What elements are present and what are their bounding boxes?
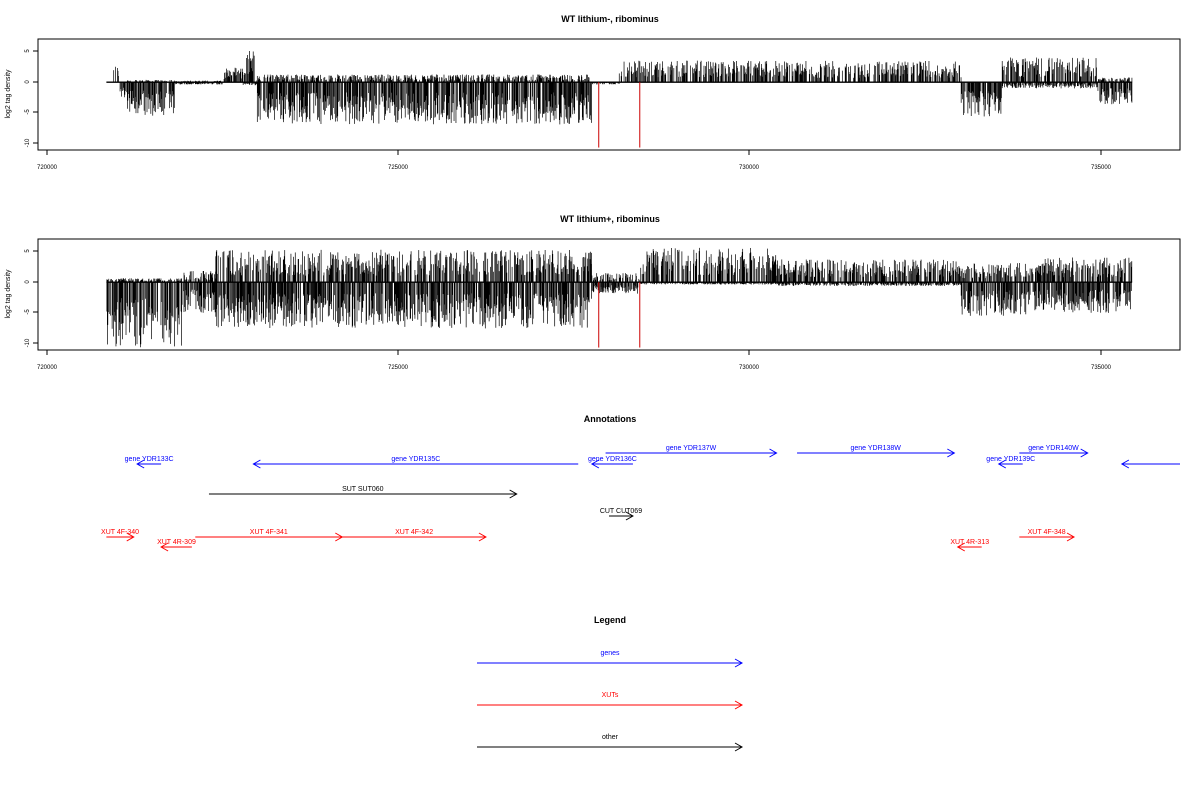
y-tick-label: 0 (25, 280, 31, 284)
track-panel-lithium-minus: WT lithium-, ribominus 720000 725000 730… (5, 14, 1181, 171)
feature-arrow: XUT 4F-340 (101, 529, 139, 542)
feature-arrow: gene YDR140W (1019, 445, 1089, 458)
legend-item: other (477, 734, 744, 752)
feature-arrowhead (126, 532, 135, 542)
feature-arrow: gene YDR135C (252, 456, 579, 469)
y-tick-label: -5 (25, 309, 31, 315)
feature-arrow: XUT 4R-313 (950, 539, 989, 552)
x-axis: 720000 725000 730000 735000 (37, 150, 1112, 171)
feature-arrowhead (625, 511, 634, 521)
legend-title: Legend (594, 615, 626, 625)
y-axis: -10 -5 0 5 (25, 249, 38, 347)
y-tick-label: 0 (25, 80, 31, 84)
feature-arrow: CUT CUT069 (600, 508, 642, 521)
plot-frame (37, 38, 1181, 151)
feature-arrow: gene YDR136C (588, 456, 637, 469)
feature-arrowhead (252, 459, 261, 469)
feature-arrowhead (956, 542, 966, 552)
feature-arrowhead (1080, 448, 1089, 458)
feature-label: gene YDR138W (850, 445, 901, 452)
annotations-title: Annotations (584, 414, 637, 424)
feature-arrowhead (1120, 459, 1130, 469)
feature-label: XUT 4F-348 (1028, 529, 1066, 536)
y-axis: -10 -5 0 5 (25, 49, 38, 147)
feature-label: gene YDR137W (666, 445, 717, 452)
annotations-track: Annotations gene YDR133C gene YDR135C gene… (101, 414, 1180, 552)
feature-arrows: gene YDR133C gene YDR135C gene YDR136C gene… (101, 445, 1180, 552)
feature-label: XUT 4F-341 (250, 529, 288, 536)
feature-arrowhead (509, 489, 518, 499)
feature-arrow: gene YDR138W (797, 445, 956, 458)
y-tick-label: 5 (25, 249, 31, 253)
position-markers (598, 282, 641, 348)
y-tick-label: -10 (25, 338, 31, 347)
x-tick-label: 730000 (739, 165, 760, 171)
feature-arrow: gene YDR137W (605, 445, 778, 458)
legend-arrowhead (734, 742, 744, 752)
feature-label: XUT 4R-313 (950, 539, 989, 546)
legend-items: genes XUTs other (477, 650, 744, 752)
feature-label: SUT SUT060 (342, 486, 384, 493)
feature-label: gene YDR136C (588, 456, 637, 463)
feature-label: XUT 4F-340 (101, 529, 139, 536)
feature-arrow: XUT 4F-342 (342, 529, 487, 542)
x-tick-label: 735000 (1091, 365, 1112, 371)
legend-label: genes (600, 650, 620, 657)
feature-label: XUT 4F-342 (395, 529, 433, 536)
track-panel-lithium-plus: WT lithium+, ribominus 720000 725000 730… (5, 214, 1181, 371)
y-axis-label: log2 tag density (5, 69, 12, 119)
feature-arrowhead (947, 448, 956, 458)
panel-title: WT lithium-, ribominus (561, 14, 659, 24)
feature-arrow: XUT 4R-309 (157, 539, 196, 552)
position-markers (598, 82, 641, 148)
x-tick-label: 735000 (1091, 165, 1112, 171)
feature-label: gene YDR139C (986, 456, 1035, 463)
feature-arrowhead (136, 459, 145, 469)
panel-title: WT lithium+, ribominus (560, 214, 660, 224)
y-tick-label: -10 (25, 138, 31, 147)
feature-label: XUT 4R-309 (157, 539, 196, 546)
feature-arrowhead (160, 542, 169, 552)
feature-arrowhead (997, 459, 1007, 469)
x-tick-label: 725000 (388, 165, 409, 171)
plot-frame (37, 238, 1181, 351)
legend-item: XUTs (477, 692, 744, 710)
feature-arrowhead (1066, 532, 1076, 542)
feature-arrow: gene YDR133C (125, 456, 174, 469)
feature-arrowhead (590, 459, 600, 469)
x-axis: 720000 725000 730000 735000 (37, 350, 1112, 371)
feature-label: gene YDR135C (391, 456, 440, 463)
feature-arrow (1120, 459, 1180, 469)
x-tick-label: 730000 (739, 365, 760, 371)
legend-arrowhead (734, 658, 744, 668)
feature-label: gene YDR140W (1028, 445, 1079, 452)
feature-label: CUT CUT069 (600, 508, 642, 515)
legend-label: XUTs (602, 692, 619, 699)
legend: Legend genes XUTs other (477, 615, 744, 752)
feature-arrow: SUT SUT060 (208, 486, 518, 499)
feature-arrow: XUT 4F-348 (1019, 529, 1076, 542)
x-tick-label: 725000 (388, 365, 409, 371)
y-tick-label: 5 (25, 49, 31, 53)
y-axis-label: log2 tag density (5, 269, 12, 319)
x-tick-label: 720000 (37, 365, 58, 371)
feature-arrow: XUT 4F-341 (195, 529, 344, 542)
feature-arrowhead (769, 448, 778, 458)
feature-arrowhead (478, 532, 487, 542)
feature-label: gene YDR133C (125, 456, 174, 463)
feature-arrow: gene YDR139C (986, 456, 1035, 469)
y-tick-label: -5 (25, 109, 31, 115)
legend-item: genes (477, 650, 744, 668)
density-bars (113, 51, 1133, 125)
legend-label: other (602, 734, 619, 741)
x-tick-label: 720000 (37, 165, 58, 171)
density-bars (106, 247, 1133, 348)
legend-arrowhead (734, 700, 744, 710)
